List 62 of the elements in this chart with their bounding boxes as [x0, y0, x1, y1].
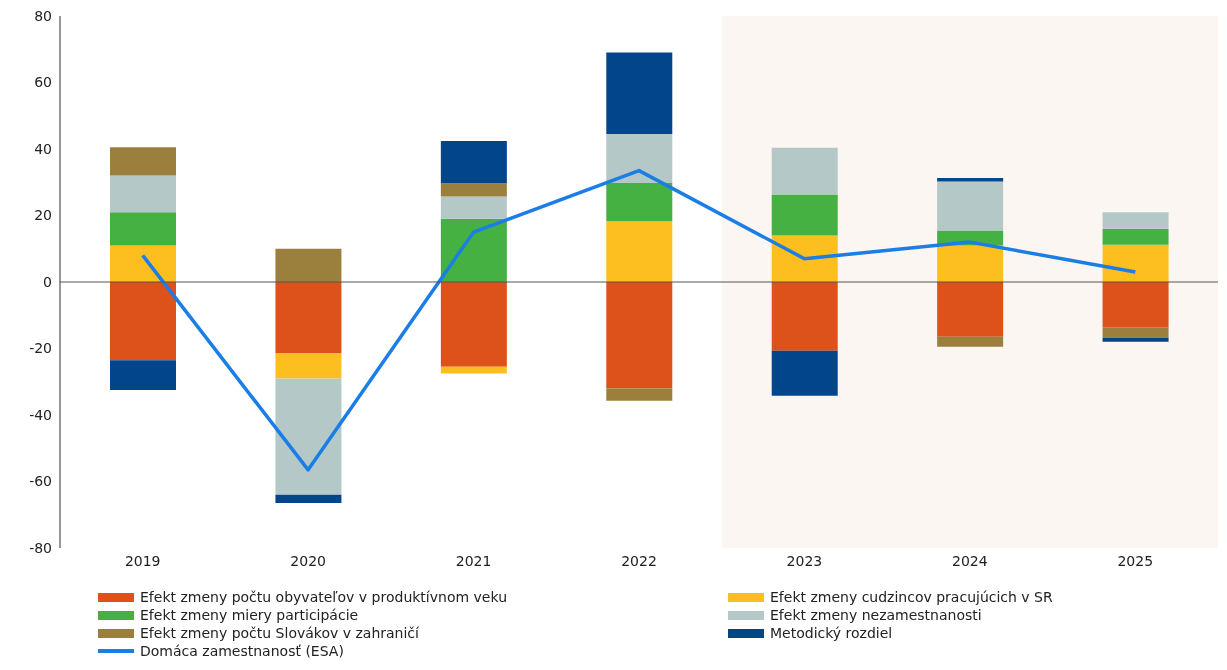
bar	[275, 378, 342, 495]
bar	[771, 235, 838, 282]
x-tick-label: 2022	[621, 552, 657, 569]
bar	[110, 147, 176, 176]
y-tick-label: 0	[43, 273, 52, 290]
bar	[937, 177, 1004, 182]
bar	[606, 282, 673, 389]
bar	[110, 245, 176, 282]
bar	[937, 336, 1004, 347]
x-tick-label: 2021	[455, 552, 492, 569]
bar	[606, 388, 673, 401]
x-tick-label: 2019	[124, 552, 161, 569]
legend-label: Domáca zamestnanosť (ESA)	[140, 642, 344, 660]
bar	[1102, 212, 1169, 229]
bar	[771, 194, 838, 236]
bar	[1102, 282, 1169, 328]
y-tick-label: -80	[29, 539, 52, 556]
bar	[937, 181, 1004, 231]
y-tick-label: 60	[34, 74, 52, 91]
bar	[1102, 327, 1169, 338]
bar	[606, 221, 673, 282]
bar	[771, 350, 838, 396]
legend-label: Efekt zmeny počtu Slovákov v zahraničí	[140, 624, 419, 642]
bar	[771, 147, 838, 195]
y-tick-label: -20	[29, 340, 52, 357]
bar	[440, 282, 507, 367]
bar	[110, 360, 176, 391]
bar	[771, 282, 838, 351]
bar	[606, 134, 673, 183]
bar	[440, 366, 507, 374]
x-tick-label: 2024	[952, 552, 988, 569]
bar	[1102, 337, 1169, 342]
bar	[110, 212, 176, 246]
bar	[937, 282, 1004, 337]
line-series	[140, 168, 1138, 472]
bar	[110, 175, 176, 213]
bar	[275, 494, 342, 504]
x-tick-label: 2023	[786, 552, 823, 569]
bar	[440, 196, 507, 219]
bar	[937, 245, 1004, 282]
legend-label: Metodický rozdiel	[770, 624, 893, 642]
bar	[606, 52, 673, 135]
bar	[110, 282, 176, 361]
bar	[1102, 228, 1169, 245]
bar	[275, 282, 342, 354]
x-tick-label: 2020	[290, 552, 326, 569]
bar	[440, 183, 507, 197]
y-tick-label: -60	[29, 473, 52, 490]
legend-label: Efekt zmeny nezamestnanosti	[770, 606, 982, 624]
bar	[1102, 244, 1169, 282]
bar	[275, 353, 342, 379]
legend-label: Efekt zmeny miery participácie	[140, 606, 359, 624]
bar	[440, 141, 507, 184]
y-tick-label: -40	[29, 406, 52, 423]
x-tick-label: 2025	[1117, 552, 1154, 569]
legend-label: Efekt zmeny počtu obyvateľov v produktívnom veku	[140, 588, 508, 606]
y-tick-label: 80	[34, 7, 52, 24]
y-tick-label: 20	[34, 207, 52, 224]
y-tick-label: 40	[34, 140, 52, 157]
legend-label: Efekt zmeny cudzincov pracujúcich v SR	[770, 588, 1053, 606]
bar	[606, 182, 673, 222]
bar	[275, 248, 342, 282]
